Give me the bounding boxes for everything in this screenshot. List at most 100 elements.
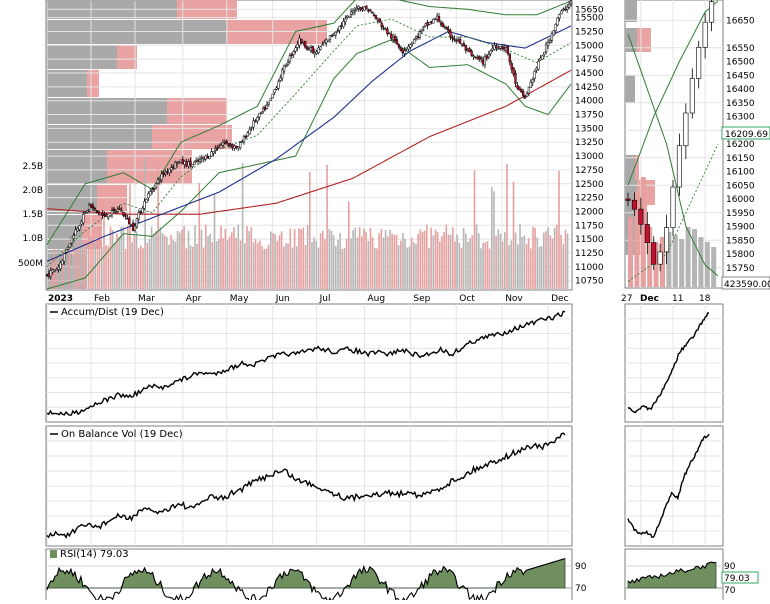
volume-bar	[527, 238, 530, 289]
candle-body	[107, 216, 110, 219]
volume-bar	[566, 233, 569, 289]
candle-body	[173, 161, 177, 169]
volume-bar	[254, 239, 257, 289]
candle-body	[527, 86, 531, 94]
candle-body	[242, 136, 246, 143]
volume-bar	[415, 243, 417, 289]
volume-bar	[491, 187, 493, 289]
volume-bar	[228, 236, 231, 289]
candle-body	[340, 24, 343, 27]
zoom-last-value-badge: 16209.69	[721, 126, 770, 140]
volume-bar	[393, 234, 396, 289]
candle-body	[546, 41, 550, 46]
candle-body	[284, 65, 288, 67]
volume-bar	[172, 239, 175, 289]
candle-body	[502, 47, 506, 50]
date-tick-label: Jun	[275, 294, 290, 304]
volume-bar	[469, 238, 471, 289]
candle-body	[462, 43, 466, 46]
candle-body	[548, 39, 552, 43]
volume-bar	[222, 238, 224, 289]
volume-bar	[467, 241, 469, 289]
volume-bar	[131, 242, 133, 289]
volume-bar	[475, 224, 478, 289]
candle-body	[380, 22, 383, 28]
candle-body	[543, 51, 546, 56]
volume-bar	[200, 229, 203, 289]
volume-bar	[144, 157, 146, 289]
candle-body	[61, 260, 64, 265]
date-tick-label: Aug	[368, 294, 386, 304]
volume-bar	[523, 235, 526, 289]
main-price-lines	[46, 0, 572, 290]
volume-bar	[525, 243, 528, 289]
zoom-volume-value: 423590.00	[724, 280, 770, 290]
volume-bar	[270, 231, 272, 289]
volume-bar	[150, 226, 153, 289]
candle-body	[516, 85, 519, 89]
candle-body	[422, 26, 425, 28]
volume-bar	[439, 241, 441, 289]
zoom-accum-dist-line	[627, 312, 710, 414]
candle-body	[246, 132, 249, 137]
candle-body	[325, 39, 328, 44]
volume-bar	[354, 227, 357, 289]
price-tick-label: 14000	[575, 97, 604, 107]
date-tick-label: Jul	[319, 294, 331, 304]
volume-bar	[283, 246, 285, 289]
candle-body	[108, 215, 112, 217]
volume-bar	[166, 236, 168, 289]
candle-body	[508, 53, 511, 63]
volume-bar	[124, 248, 127, 289]
candle-body	[84, 211, 87, 214]
candle-body	[219, 144, 223, 146]
volume-bar	[272, 233, 274, 289]
candle-body	[483, 56, 487, 66]
candle-body	[204, 155, 207, 160]
candle-body	[397, 44, 401, 48]
volume-bar	[400, 240, 402, 289]
date-tick-label: Sep	[413, 294, 430, 304]
zoom-obv-panel	[624, 425, 724, 547]
candle-body	[474, 56, 477, 59]
volume-bar	[497, 229, 500, 289]
volume-bar	[378, 233, 380, 289]
candle-body	[365, 5, 368, 10]
volume-bar	[137, 248, 140, 289]
candle-body	[479, 57, 483, 60]
candle-body	[248, 129, 251, 135]
zoom-candle-body	[683, 112, 689, 147]
vbp-bar	[87, 70, 99, 97]
candle-body	[512, 67, 515, 75]
volume-bar	[153, 233, 155, 289]
candle-body	[76, 228, 79, 231]
volume-bar	[111, 230, 114, 289]
candle-body	[328, 35, 332, 40]
volume-bar	[215, 241, 218, 289]
candle-body	[57, 267, 60, 270]
candle-body	[443, 26, 446, 29]
candle-body	[114, 211, 117, 213]
candle-body	[296, 44, 299, 48]
volume-bar	[428, 248, 430, 289]
candle-body	[231, 144, 234, 148]
vbp-bar	[47, 20, 227, 44]
volume-bar	[116, 233, 118, 289]
volume-bar	[79, 236, 81, 289]
volume-bar	[426, 224, 428, 289]
zoom-price-tick-label: 16000	[726, 195, 755, 205]
zoom-vbp-bar	[637, 28, 651, 52]
candle-body	[292, 51, 295, 55]
candle-body	[334, 32, 337, 36]
zoom-price-tick-label: 16150	[726, 154, 755, 164]
candle-body	[355, 7, 358, 10]
volume-bar	[181, 229, 183, 289]
volume-bar	[55, 257, 58, 289]
zoom-candle-body	[664, 227, 670, 253]
candle-body	[363, 6, 366, 11]
candle-body	[336, 30, 339, 32]
volume-bar	[68, 240, 71, 289]
candle-body	[63, 253, 66, 262]
candle-body	[435, 15, 439, 20]
volume-bar	[107, 245, 110, 289]
